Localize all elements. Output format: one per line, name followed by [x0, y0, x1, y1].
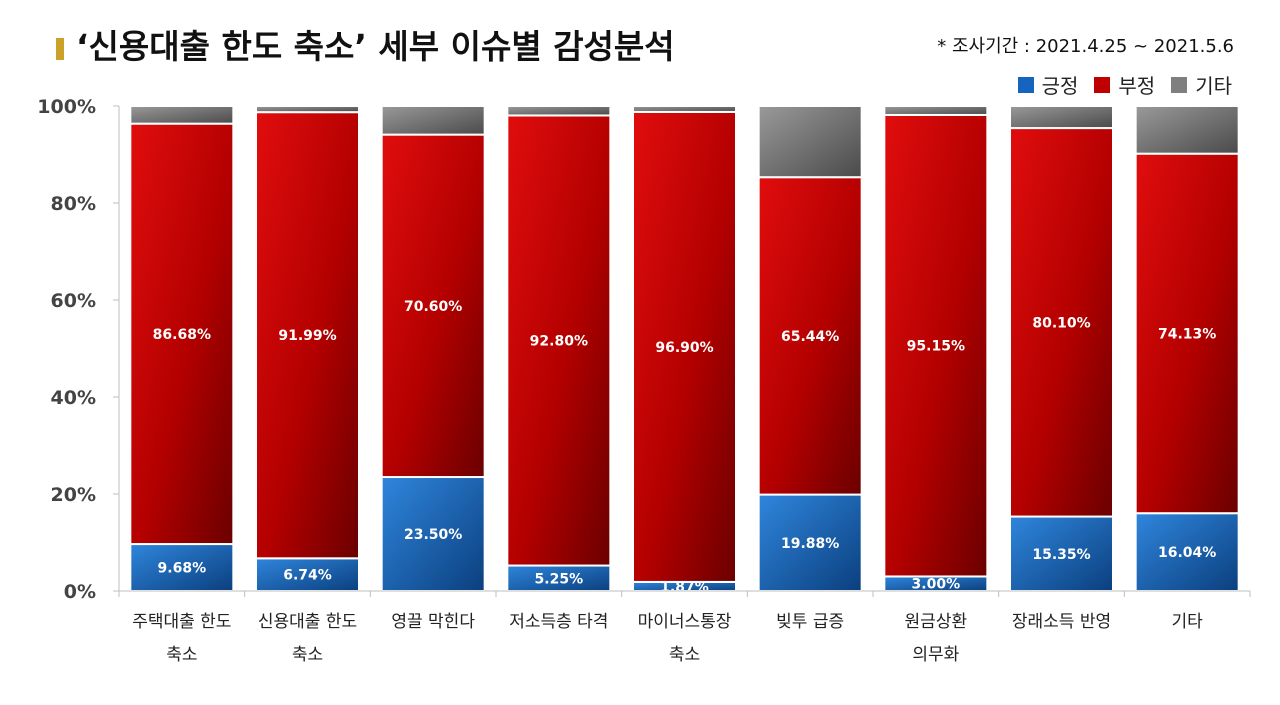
data-label-positive-4: 5.25% — [535, 571, 584, 587]
data-label-negative-8: 80.10% — [1032, 315, 1090, 331]
data-label-positive-8: 15.35% — [1032, 547, 1090, 563]
legend-label-negative: 부정 — [1118, 74, 1156, 98]
legend-item-other: 기타 — [1171, 70, 1232, 99]
x-tick-label-1-line-2: 축소 — [166, 645, 197, 665]
x-tick-label-1-line-1: 주택대출 한도 — [132, 612, 231, 632]
data-label-positive-3: 23.50% — [404, 527, 462, 543]
data-label-negative-7: 95.15% — [907, 339, 965, 355]
y-tick-label-80pct: 80% — [51, 193, 96, 215]
data-label-positive-1: 9.68% — [158, 561, 207, 577]
data-label-positive-7: 3.00% — [912, 577, 961, 593]
x-tick-label-3: 영끌 막힌다 — [391, 612, 475, 632]
bar-other-7 — [883, 105, 989, 116]
bar-other-3 — [380, 105, 486, 136]
bar-positive-4 — [506, 564, 612, 592]
legend-item-negative: 부정 — [1094, 70, 1155, 99]
bar-other-2 — [255, 105, 360, 114]
bar-negative-4 — [506, 114, 612, 567]
bar-other-1 — [129, 105, 235, 125]
bar-other-8 — [1009, 105, 1114, 130]
bar-negative-1 — [129, 122, 235, 546]
legend-swatch-negative — [1094, 76, 1111, 93]
bar-negative-5 — [632, 110, 737, 583]
x-tick-label-5-line-1: 마이너스통장 — [638, 612, 732, 632]
y-tick-label-20pct: 20% — [51, 484, 96, 506]
bar-positive-8 — [1009, 515, 1114, 592]
legend-label-other: 기타 — [1195, 74, 1232, 98]
survey-period: * 조사기간 : 2021.4.25 ~ 2021.5.6 — [937, 36, 1234, 57]
bar-positive-9 — [1134, 512, 1240, 592]
data-label-positive-2: 6.74% — [283, 568, 332, 584]
bar-negative-3 — [380, 133, 486, 479]
legend: 긍정 부정 기타 — [1017, 70, 1232, 99]
legend-swatch-other — [1171, 76, 1188, 93]
data-label-negative-4: 92.80% — [530, 333, 588, 349]
bar-positive-2 — [255, 557, 360, 592]
bar-negative-6 — [757, 176, 863, 496]
bar-other-6 — [757, 105, 863, 179]
x-tick-label-5-line-2: 축소 — [669, 645, 700, 665]
bar-other-4 — [506, 105, 612, 117]
x-tick-label-4: 저소득층 타격 — [509, 612, 608, 632]
data-label-negative-1: 86.68% — [153, 327, 211, 343]
data-label-negative-5: 96.90% — [655, 340, 713, 356]
bar-negative-8 — [1009, 127, 1114, 518]
x-tick-label-2-line-2: 축소 — [292, 645, 323, 665]
data-label-negative-2: 91.99% — [278, 328, 336, 344]
bar-negative-9 — [1134, 152, 1240, 515]
bar-negative-2 — [255, 111, 360, 560]
y-tick-label-100pct: 100% — [37, 96, 96, 118]
bar-other-9 — [1134, 105, 1240, 155]
bar-positive-3 — [380, 476, 486, 592]
data-label-positive-9: 16.04% — [1158, 545, 1216, 561]
data-label-positive-6: 19.88% — [781, 536, 839, 552]
data-label-negative-3: 70.60% — [404, 299, 462, 315]
legend-swatch-positive — [1017, 76, 1034, 93]
legend-item-positive: 긍정 — [1017, 70, 1079, 99]
bar-positive-6 — [757, 493, 863, 592]
title-accent-bar — [56, 38, 64, 60]
y-tick-label-60pct: 60% — [51, 290, 96, 312]
chart-title: ‘신용대출 한도 축소’ 세부 이슈별 감성분석 — [76, 27, 675, 66]
bar-other-5 — [632, 105, 737, 113]
x-tick-label-7-line-2: 의무화 — [912, 645, 959, 665]
y-tick-label-0pct: 0% — [64, 581, 96, 603]
y-tick-label-40pct: 40% — [51, 387, 96, 409]
legend-label-positive: 긍정 — [1041, 74, 1079, 98]
data-label-negative-9: 74.13% — [1158, 326, 1216, 342]
x-tick-label-7-line-1: 원금상환 — [905, 612, 968, 632]
x-tick-label-2-line-1: 신용대출 한도 — [258, 612, 357, 632]
x-tick-label-8: 장래소득 반영 — [1012, 612, 1111, 632]
x-tick-label-6: 빚투 급증 — [776, 612, 844, 632]
x-tick-label-9: 기타 — [1172, 612, 1204, 632]
data-label-negative-6: 65.44% — [781, 329, 839, 345]
